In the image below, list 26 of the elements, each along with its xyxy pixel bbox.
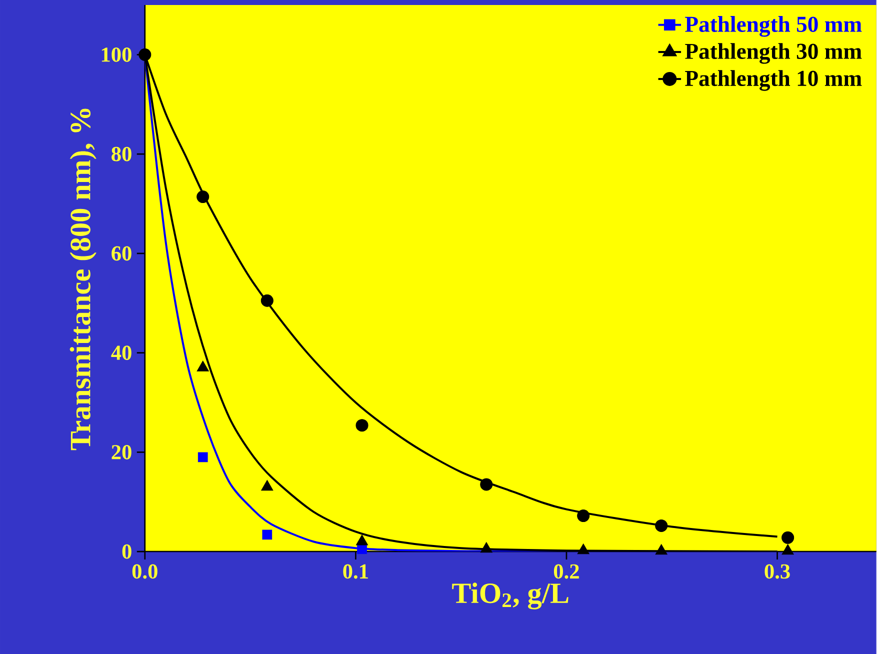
x-tick-label: 0.1 <box>343 564 368 578</box>
legend-label: Pathlength 10 mm <box>685 70 862 91</box>
y-tick-label: 20 <box>112 444 132 460</box>
point <box>356 418 368 432</box>
point <box>196 190 210 203</box>
y-tick-label: 0 <box>122 544 132 559</box>
point <box>260 294 274 307</box>
y-tick-label: 60 <box>112 246 132 260</box>
point <box>577 509 590 522</box>
y-tick-label: 100 <box>102 47 132 62</box>
y-tick-label: 40 <box>111 345 132 360</box>
y-tick-label: 80 <box>112 146 132 162</box>
legend-label: Pathlength 50 mm <box>685 16 862 37</box>
x-tick-label: 0.2 <box>554 564 579 578</box>
point <box>198 452 208 462</box>
x-tick-label: 0.3 <box>764 564 790 578</box>
point <box>655 519 668 532</box>
point <box>138 48 152 61</box>
point <box>480 478 493 491</box>
point <box>262 530 272 540</box>
legend-label: Pathlength 30 mm <box>685 42 862 64</box>
y-axis-title: Transmittance (800 nm), % <box>70 108 96 450</box>
x-tick-label: 0.0 <box>132 564 158 578</box>
point <box>196 360 209 372</box>
x-axis-title: TiO$_{2}$, g/L <box>452 582 568 610</box>
point <box>782 531 794 544</box>
